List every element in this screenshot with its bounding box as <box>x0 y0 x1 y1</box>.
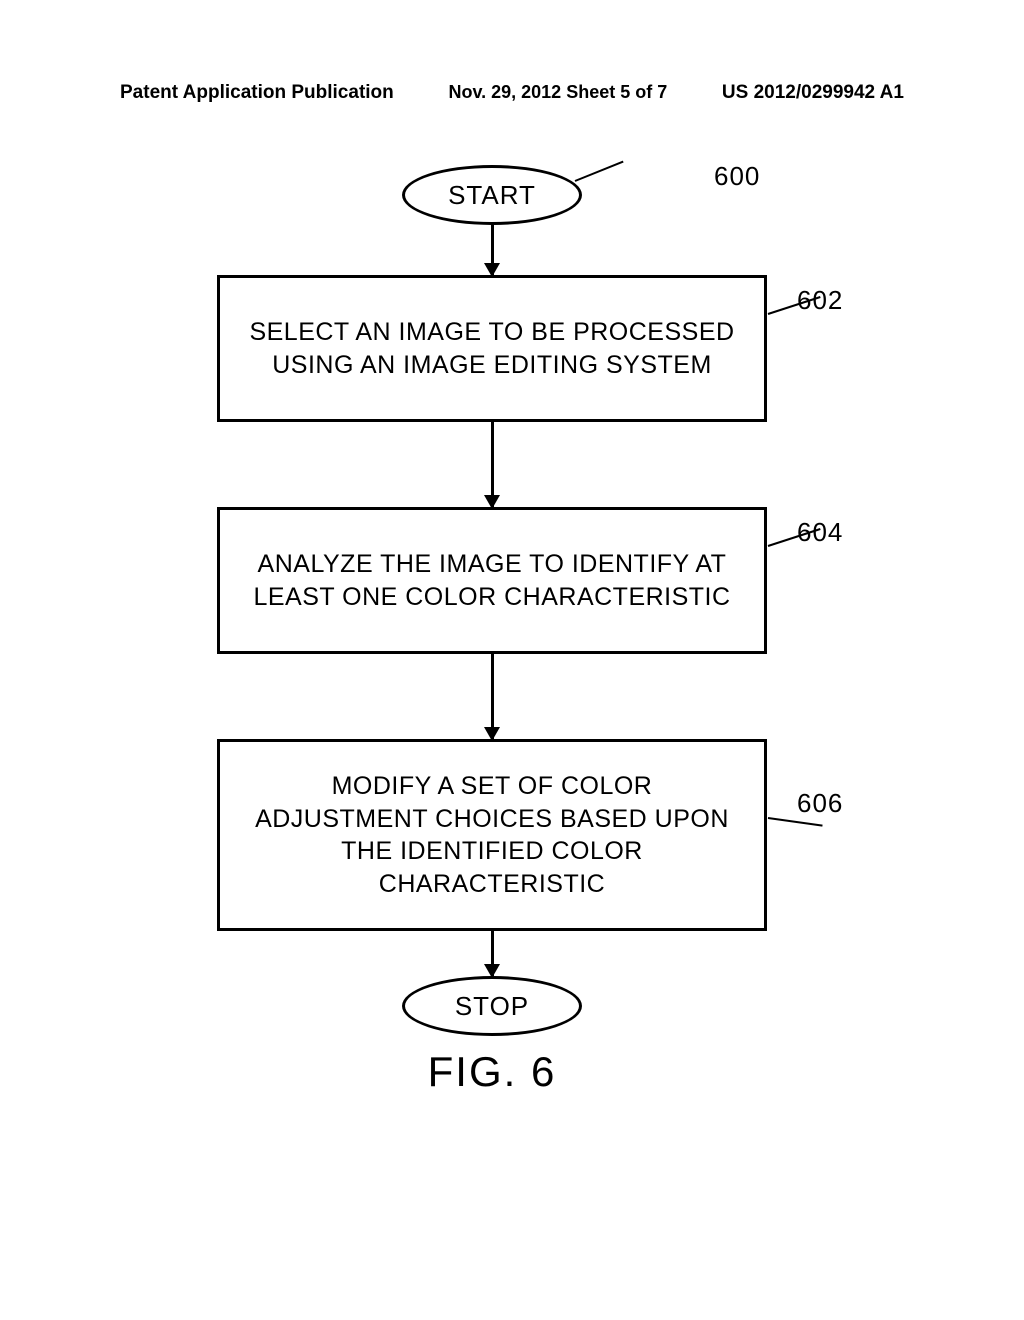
label-602: 602 <box>797 285 843 316</box>
label-604: 604 <box>797 517 843 548</box>
arrow-4 <box>491 931 494 976</box>
stop-terminal: STOP <box>402 976 582 1036</box>
header-left: Patent Application Publication <box>120 82 394 104</box>
flowchart-diagram: START 600 SELECT AN IMAGE TO BE PROCESSE… <box>162 165 862 1096</box>
process-step-1: SELECT AN IMAGE TO BE PROCESSED USING AN… <box>217 275 767 422</box>
figure-label: FIG. 6 <box>428 1048 557 1096</box>
start-text: START <box>448 180 536 211</box>
header-right: US 2012/0299942 A1 <box>722 82 904 104</box>
label-600: 600 <box>714 161 760 192</box>
arrow-1 <box>491 225 494 275</box>
label-606: 606 <box>797 788 843 819</box>
page-header: Patent Application Publication Nov. 29, … <box>0 82 1024 104</box>
arrow-2 <box>491 422 494 507</box>
process-step-2: ANALYZE THE IMAGE TO IDENTIFY AT LEAST O… <box>217 507 767 654</box>
arrow-3 <box>491 654 494 739</box>
process-text-1: SELECT AN IMAGE TO BE PROCESSED USING AN… <box>240 316 744 381</box>
stop-text: STOP <box>455 991 529 1022</box>
header-center: Nov. 29, 2012 Sheet 5 of 7 <box>448 82 667 104</box>
process-text-3: MODIFY A SET OF COLOR ADJUSTMENT CHOICES… <box>250 770 734 900</box>
start-terminal: START <box>402 165 582 225</box>
process-text-2: ANALYZE THE IMAGE TO IDENTIFY AT LEAST O… <box>240 548 744 613</box>
leader-600 <box>575 161 624 182</box>
process-step-3: MODIFY A SET OF COLOR ADJUSTMENT CHOICES… <box>217 739 767 931</box>
